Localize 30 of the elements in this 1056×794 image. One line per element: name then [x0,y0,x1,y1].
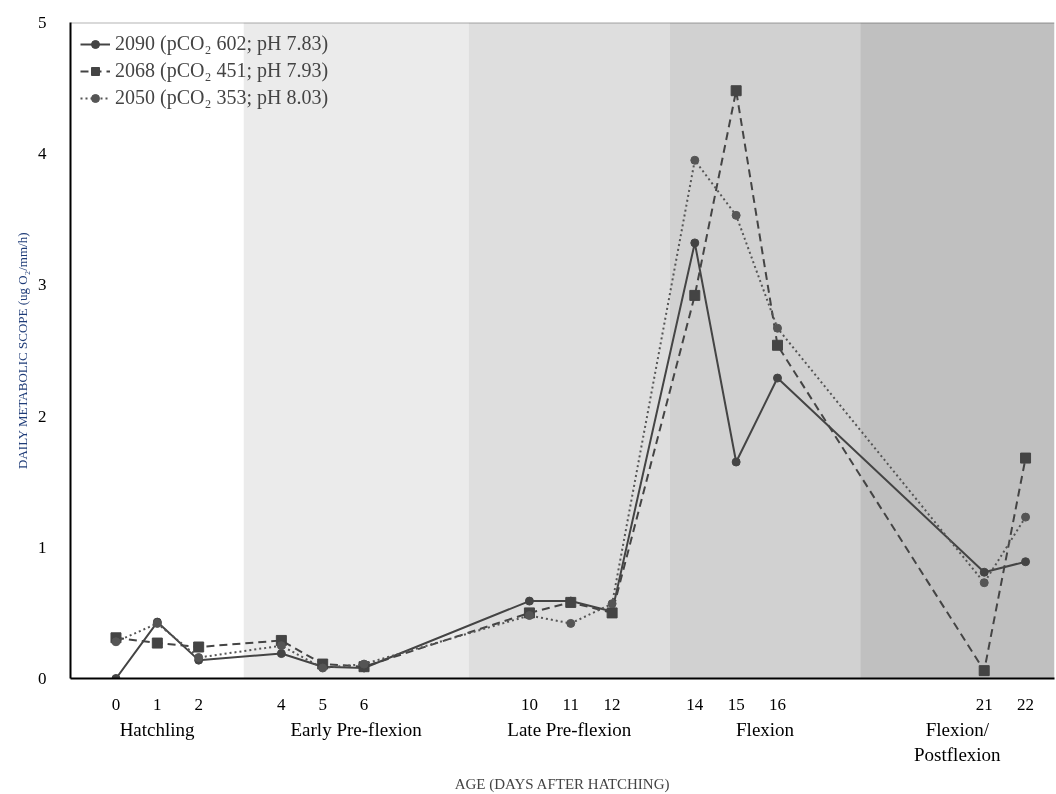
x-tick-label: 12 [603,694,621,714]
x-tick-label: 4 [277,694,287,714]
text: Hatchling [119,718,196,740]
x-axis-title: AGE (DAYS AFTER HATCHING) [454,775,670,793]
y-axis-title: DAILY METABOLIC SCOPE (ug O₂/mm/h) [15,232,30,469]
y-tick-label: 5 [38,13,47,32]
band-label: Late Pre-flexion [507,718,632,740]
y-tick-label: 1 [38,537,47,557]
x-tick-label: 5 [318,694,327,714]
x-tick-label: 22 [1017,694,1035,714]
x-tick-label: 6 [359,694,369,714]
y-tick-label: 2 [38,406,47,426]
y-tick-label: 3 [38,275,47,295]
x-tick-label: 16 [768,694,786,714]
band-label: Flexion [736,718,795,740]
y-tick-label: 0 [38,669,47,688]
legend-label: 2050 (pCO₂ 353; pH 8.03) [115,86,329,109]
x-tick-label: 21 [975,694,993,714]
x-tick-label: 2 [194,694,203,714]
x-tick-label: 1 [153,694,162,714]
legend-label: 2068 (pCO₂ 451; pH 7.93) [115,59,329,82]
x-tick-label: 10 [520,694,538,714]
band-label: Early Pre-flexion [290,718,423,740]
x-tick-label: 11 [562,694,579,714]
band-label: Flexion/ Postflexion [914,718,1002,765]
x-tick-label: 14 [686,694,704,714]
x-tick-label: 15 [727,694,745,714]
y-tick-label: 4 [38,144,47,164]
legend-label: 2090 (pCO₂ 602; pH 7.83) [115,32,329,55]
x-tick-label: 0 [111,694,121,714]
